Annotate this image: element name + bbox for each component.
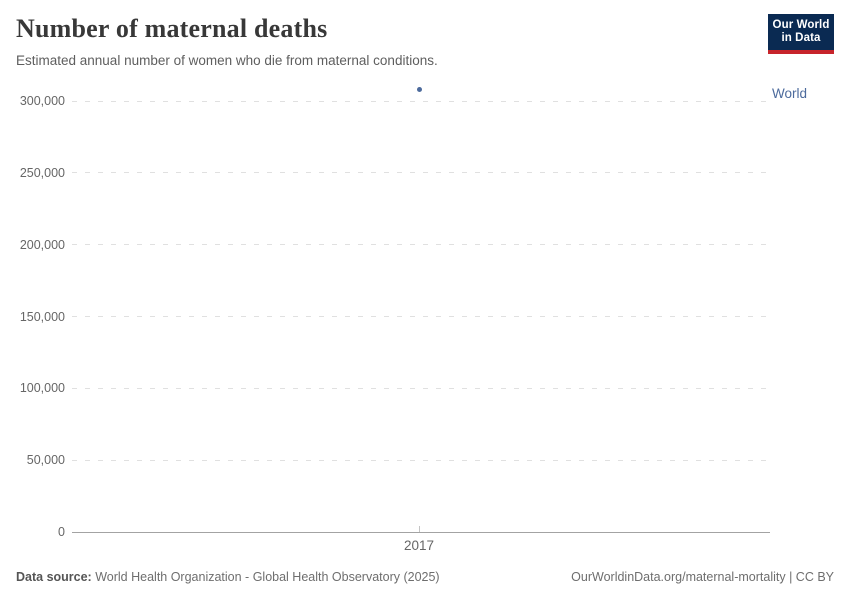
x-axis-tick xyxy=(418,526,420,532)
owid-logo-line2: in Data xyxy=(781,32,821,44)
y-axis-tick-label: 100,000 xyxy=(19,381,65,396)
page-title: Number of maternal deaths xyxy=(16,14,328,43)
y-axis-tick-label: 200,000 xyxy=(19,237,65,252)
owid-logo-line1: Our World xyxy=(772,18,830,31)
chart-subtitle: Estimated annual number of women who die… xyxy=(16,53,438,68)
data-source-line: Data source: World Health Organization -… xyxy=(16,569,440,585)
y-axis-tick-label: 250,000 xyxy=(19,165,65,180)
y-axis-tick-label: 150,000 xyxy=(19,309,65,324)
y-axis-tick-label: 50,000 xyxy=(26,453,65,468)
gridline xyxy=(72,100,770,102)
data-source-text[interactable]: World Health Organization - Global Healt… xyxy=(95,570,440,584)
gridline xyxy=(72,459,770,461)
entity-label-world[interactable]: World xyxy=(772,85,808,101)
gridline xyxy=(72,172,770,174)
data-point-world[interactable] xyxy=(416,87,422,92)
gridline xyxy=(72,387,770,389)
owid-logo[interactable]: Our World in Data xyxy=(768,14,834,54)
gridline xyxy=(72,316,770,317)
y-axis-tick-label: 300,000 xyxy=(19,94,65,108)
x-axis-tick-label: 2017 xyxy=(403,538,435,553)
data-source-label: Data source: xyxy=(16,570,92,584)
x-axis-line xyxy=(72,531,770,533)
gridline xyxy=(72,244,770,246)
owid-logo-stripe xyxy=(768,50,834,54)
footer-link[interactable]: OurWorldinData.org/maternal-mortality | … xyxy=(571,570,834,584)
y-axis-tick-label: 0 xyxy=(58,525,65,539)
